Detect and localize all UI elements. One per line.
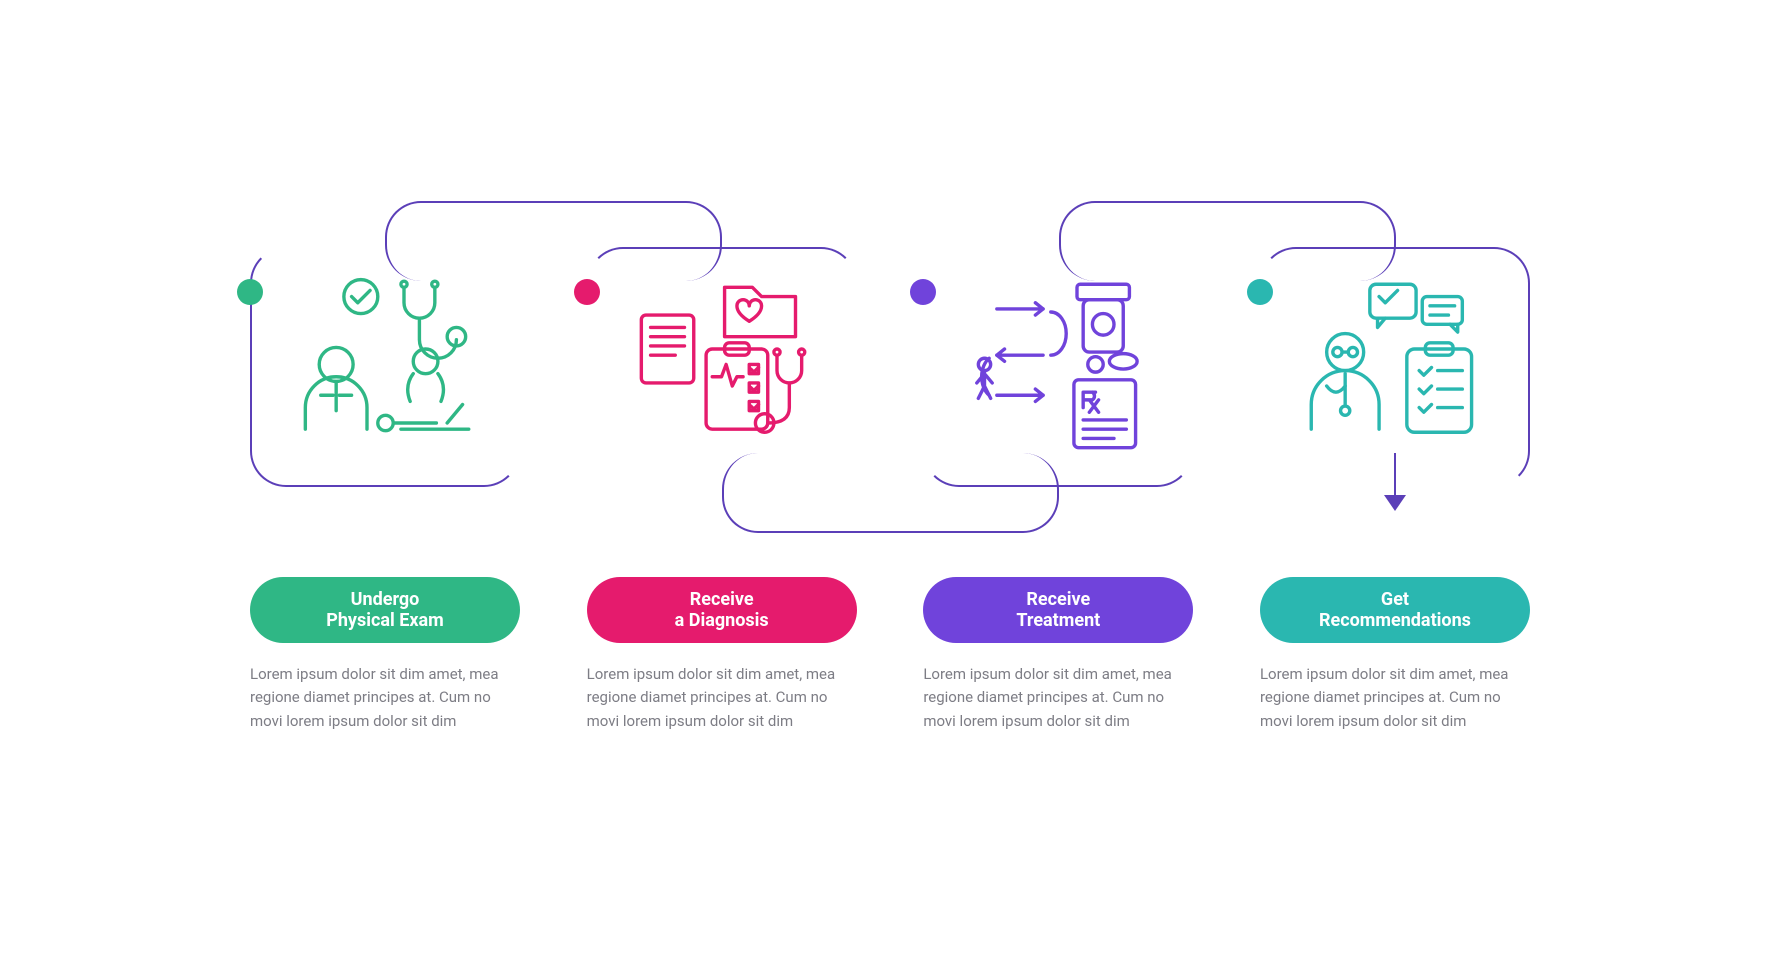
step-frame-1 [250, 247, 520, 487]
label-col-2: Receive a Diagnosis Lorem ipsum dolor si… [577, 547, 867, 733]
step-recommendations [1250, 247, 1540, 487]
step-frame-2 [587, 247, 857, 487]
pill-physical-exam: Undergo Physical Exam [250, 577, 520, 643]
pill-treatment: Receive Treatment [923, 577, 1193, 643]
labels-row: Undergo Physical Exam Lorem ipsum dolor … [240, 547, 1540, 733]
label-col-4: Get Recommendations Lorem ipsum dolor si… [1250, 547, 1540, 733]
label-col-1: Undergo Physical Exam Lorem ipsum dolor … [240, 547, 530, 733]
steps-row [240, 247, 1540, 547]
pill-line2: a Diagnosis [675, 610, 769, 631]
step-dot-2 [574, 279, 600, 305]
step-frame-3 [923, 247, 1193, 487]
pill-line1: Undergo [351, 589, 420, 610]
body-text-1: Lorem ipsum dolor sit dim amet, mea regi… [250, 663, 520, 733]
pill-line1: Receive [1026, 589, 1090, 610]
pill-diagnosis: Receive a Diagnosis [587, 577, 857, 643]
step-diagnosis [577, 247, 867, 487]
step-treatment [913, 247, 1203, 487]
body-text-4: Lorem ipsum dolor sit dim amet, mea regi… [1260, 663, 1530, 733]
step-dot-1 [237, 279, 263, 305]
pill-recommendations: Get Recommendations [1260, 577, 1530, 643]
doctor-patient-exam-icon [293, 275, 478, 460]
step-dot-4 [1247, 279, 1273, 305]
body-text-2: Lorem ipsum dolor sit dim amet, mea regi… [587, 663, 857, 733]
step-frame-4 [1260, 247, 1530, 487]
label-col-3: Receive Treatment Lorem ipsum dolor sit … [913, 547, 1203, 733]
infographic-container: Undergo Physical Exam Lorem ipsum dolor … [240, 247, 1540, 733]
pill-line1: Receive [690, 589, 754, 610]
pill-line2: Treatment [1016, 610, 1100, 631]
arrowhead-end [1384, 495, 1406, 511]
pill-line2: Physical Exam [326, 610, 444, 631]
pill-line2: Recommendations [1319, 610, 1471, 631]
medication-prescription-icon [966, 275, 1151, 460]
body-text-3: Lorem ipsum dolor sit dim amet, mea regi… [923, 663, 1193, 733]
step-physical-exam [240, 247, 530, 487]
pill-line1: Get [1381, 589, 1409, 610]
doctor-checklist-advice-icon [1302, 275, 1487, 460]
medical-records-diagnosis-icon [629, 275, 814, 460]
